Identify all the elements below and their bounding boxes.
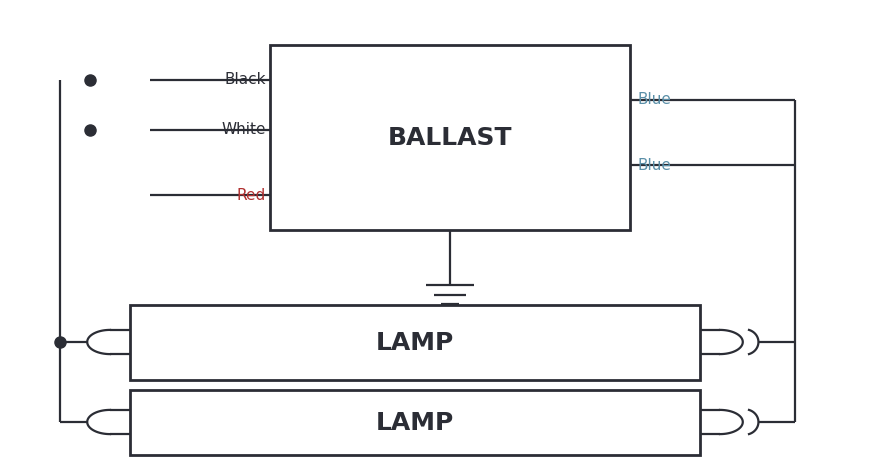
Text: LAMP: LAMP [376,330,454,354]
Bar [130,305,700,380]
Text: LAMP: LAMP [376,410,454,434]
Text: Black: Black [224,73,265,88]
Bar [270,45,630,230]
Bar [130,390,700,455]
Text: Blue: Blue [637,93,671,108]
Text: Red: Red [236,188,265,203]
Text: Blue: Blue [637,158,671,173]
Text: BALLAST: BALLAST [388,125,512,149]
Text: White: White [221,123,265,138]
